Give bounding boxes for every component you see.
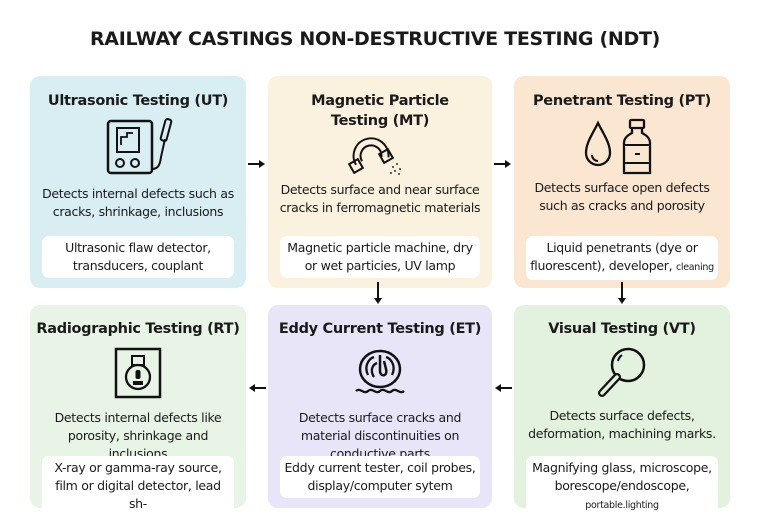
card-description: Detects surface defects, deformation, ma… xyxy=(528,408,716,441)
card-ultrasonic-testing: Ultrasonic Testing (UT) Detects internal… xyxy=(30,76,246,288)
card-penetrant-testing: Penetrant Testing (PT) Detects surface o… xyxy=(514,76,730,288)
card-radiographic-testing: Radiographic Testing (RT) Detects intern… xyxy=(30,305,246,516)
card-visual-testing: Visual Testing (VT) Detects surface defe… xyxy=(514,305,730,518)
arrow-mt-to-pt xyxy=(494,160,511,168)
tools-text: X-ray or gamma-ray source, film or digit… xyxy=(54,460,222,511)
card-tools: Magnetic particle machine, dry or wet pa… xyxy=(280,236,480,278)
card-tools: Liquid penetrants (dye or fluorescent), … xyxy=(526,236,718,280)
ultrasonic-flaw-detector-icon xyxy=(106,118,173,175)
magnifying-glass-icon xyxy=(598,347,646,397)
card-tools: Ultrasonic flaw detector, transducers, c… xyxy=(42,236,234,278)
card-title: Ultrasonic Testing (UT) xyxy=(47,93,229,109)
card-description: Detects internal defects like porosity, … xyxy=(54,410,222,461)
card-title: Penetrant Testing (PT) xyxy=(532,93,712,109)
tools-text: Magnetic particle machine, dry or wet pa… xyxy=(287,240,473,273)
card-tools: Eddy current tester, coil probes, displa… xyxy=(280,456,480,498)
tools-text-small: cleaning xyxy=(675,262,714,273)
card-description: Detects internal defects such as cracks,… xyxy=(42,186,234,219)
diagram-title: RAILWAY CASTINGS NON-DESTRUCTIVE TESTING… xyxy=(89,28,661,50)
eddy-current-coil-icon xyxy=(355,349,405,394)
tools-text: Ultrasonic flaw detector, transducers, c… xyxy=(65,240,211,273)
horseshoe-magnet-icon xyxy=(347,137,401,175)
card-magnetic-particle-testing: Magnetic Particle Testing (MT) Detects s… xyxy=(268,76,492,288)
card-tools: X-ray or gamma-ray source, film or digit… xyxy=(42,456,234,516)
droplet-bottle-icon xyxy=(584,118,652,175)
card-eddy-current-testing: Eddy Current Testing (ET) Detects surfac… xyxy=(268,305,492,508)
card-description: Detects surface open defects such as cra… xyxy=(534,180,710,213)
card-tools: Magnifying glass, microscope, borescope/… xyxy=(526,456,718,518)
card-title: Visual Testing (VT) xyxy=(548,321,696,337)
arrow-vt-to-et xyxy=(495,384,512,392)
tools-text: Magnifying glass, microscope, borescope/… xyxy=(532,460,712,493)
tools-text-small: portable.lighting xyxy=(585,500,659,511)
tools-text: Liquid penetrants (dye or fluorescent), … xyxy=(530,240,698,273)
card-title: Radiographic Testing (RT) xyxy=(36,321,240,337)
arrow-pt-to-vt xyxy=(618,282,626,304)
card-description: Detects surface and near surface cracks … xyxy=(279,182,481,215)
card-description: Detects surface cracks and material disc… xyxy=(298,410,462,461)
arrow-ut-to-mt xyxy=(248,160,265,168)
arrow-et-to-rt xyxy=(249,384,266,392)
radiation-source-icon xyxy=(114,347,162,399)
tools-text: Eddy current tester, coil probes, displa… xyxy=(284,460,476,493)
card-title: Magnetic Particle Testing (MT) xyxy=(311,93,449,129)
card-title: Eddy Current Testing (ET) xyxy=(278,321,482,337)
arrow-mt-to-et xyxy=(374,282,382,304)
